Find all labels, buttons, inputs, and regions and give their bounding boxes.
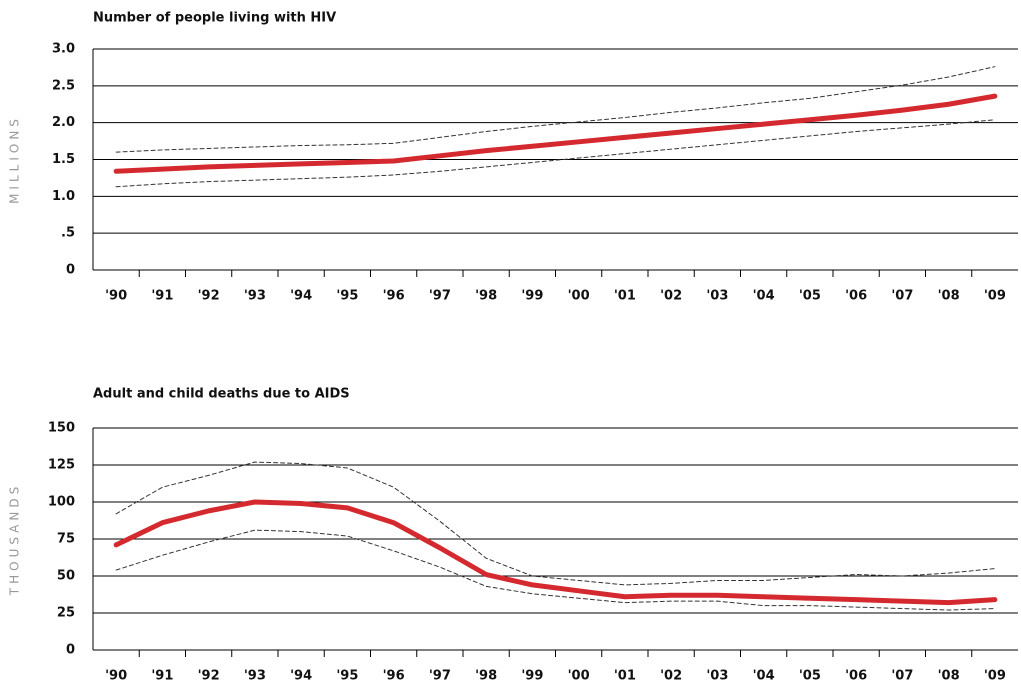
y-tick-label: 125: [48, 458, 75, 473]
x-tick-label: '96: [383, 289, 405, 304]
x-tick-label: '02: [660, 289, 682, 304]
y-tick-label: 2.5: [52, 78, 75, 93]
bound-line: [115, 119, 996, 188]
x-tick-label: '90: [105, 289, 127, 304]
x-tick-label: '92: [198, 289, 220, 304]
y-tick-label: 50: [57, 569, 75, 584]
x-tick-label: '04: [753, 289, 775, 304]
bound-line: [115, 461, 996, 586]
x-tick-label: '98: [475, 289, 497, 304]
y-tick-label: 1.0: [52, 189, 75, 204]
x-tick-label: '91: [151, 289, 173, 304]
x-tick-label: '90: [105, 669, 127, 684]
y-tick-label: 0: [66, 643, 75, 658]
x-tick-label: '07: [891, 289, 913, 304]
x-tick-label: '09: [984, 669, 1006, 684]
x-tick-label: '93: [244, 289, 266, 304]
x-tick-label: '06: [845, 669, 867, 684]
estimate-line: [113, 499, 998, 606]
x-tick-label: '01: [614, 289, 636, 304]
y-tick-label: 75: [57, 532, 75, 547]
x-tick-label: '97: [429, 289, 451, 304]
x-tick-label: '99: [521, 669, 543, 684]
x-tick-label: '96: [383, 669, 405, 684]
x-tick-label: '91: [151, 669, 173, 684]
y-tick-label: .5: [61, 226, 75, 241]
x-tick-label: '94: [290, 289, 312, 304]
x-tick-label: '98: [475, 669, 497, 684]
x-tick-label: '93: [244, 669, 266, 684]
x-tick-label: '97: [429, 669, 451, 684]
y-tick-label: 150: [48, 421, 75, 436]
y-tick-label: 3.0: [52, 42, 75, 57]
x-tick-label: '94: [290, 669, 312, 684]
x-tick-label: '00: [568, 669, 590, 684]
y-axis-label: THOUSANDS: [8, 483, 22, 596]
x-tick-label: '99: [521, 289, 543, 304]
x-tick-label: '05: [799, 669, 821, 684]
x-tick-label: '03: [706, 669, 728, 684]
y-tick-label: 25: [57, 606, 75, 621]
x-tick-label: '06: [845, 289, 867, 304]
x-tick-label: '08: [938, 669, 960, 684]
x-tick-label: '08: [938, 289, 960, 304]
x-tick-label: '09: [984, 289, 1006, 304]
x-tick-label: '05: [799, 289, 821, 304]
x-tick-label: '01: [614, 669, 636, 684]
x-tick-label: '03: [706, 289, 728, 304]
estimate-line: [113, 93, 998, 174]
x-tick-label: '95: [336, 289, 358, 304]
bound-line: [115, 66, 996, 153]
x-tick-label: '02: [660, 669, 682, 684]
x-tick-label: '92: [198, 669, 220, 684]
x-tick-label: '95: [336, 669, 358, 684]
chart-title: Adult and child deaths due to AIDS: [93, 387, 350, 402]
x-tick-label: '07: [891, 669, 913, 684]
y-tick-label: 0: [66, 263, 75, 278]
y-axis-label: MILLIONS: [8, 115, 22, 204]
x-tick-label: '00: [568, 289, 590, 304]
y-tick-label: 2.0: [52, 115, 75, 130]
y-tick-label: 1.5: [52, 152, 75, 167]
chart-title: Number of people living with HIV: [93, 11, 336, 26]
x-tick-label: '04: [753, 669, 775, 684]
y-tick-label: 100: [48, 495, 75, 510]
bound-line: [115, 529, 996, 611]
